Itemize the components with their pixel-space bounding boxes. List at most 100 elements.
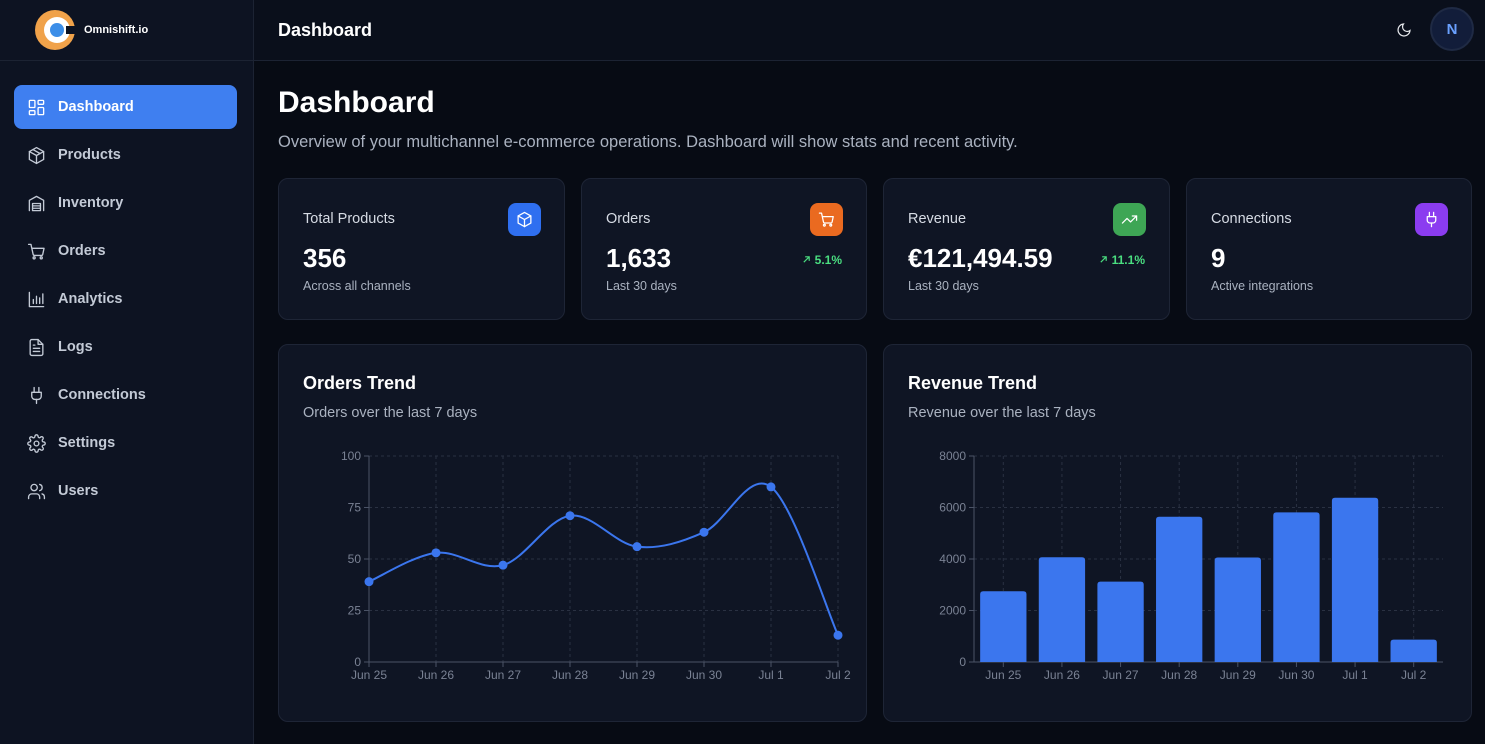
sidebar-item-users[interactable]: Users xyxy=(14,469,237,513)
sidebar-item-label: Products xyxy=(58,147,121,163)
x-tick-label: Jul 2 xyxy=(825,668,851,682)
page-title: Dashboard xyxy=(278,86,435,119)
x-tick-label: Jun 27 xyxy=(485,668,521,682)
sidebar-item-label: Orders xyxy=(58,243,106,259)
top-bar: Dashboard N xyxy=(254,0,1485,61)
y-tick-label: 75 xyxy=(348,501,362,515)
y-tick-label: 0 xyxy=(959,655,966,669)
theme-toggle-button[interactable] xyxy=(1394,20,1414,40)
revenue-bar xyxy=(980,591,1027,662)
x-tick-label: Jun 30 xyxy=(686,668,722,682)
orders-trend-chart: 0 25 50 75 100 Jun 25 Jun 26 Jun 27 Jun 28 Jun 29… xyxy=(341,449,851,682)
y-tick-label: 6000 xyxy=(939,501,966,515)
stat-label: Connections xyxy=(1211,211,1292,227)
x-tick-label: Jun 29 xyxy=(1220,668,1256,682)
data-point xyxy=(364,577,374,587)
sidebar: Omnishift.io Dashboard Products Inventor… xyxy=(0,0,254,744)
sidebar-item-label: Connections xyxy=(58,387,146,403)
stat-card-orders: Orders 1,633 5.1% Last 30 days xyxy=(581,178,867,320)
stat-card-revenue: Revenue €121,494.59 11.1% Last 30 days xyxy=(883,178,1170,320)
sidebar-item-inventory[interactable]: Inventory xyxy=(14,181,237,225)
trending-up-icon xyxy=(1113,203,1146,236)
y-tick-label: 50 xyxy=(348,552,362,566)
data-point xyxy=(565,511,575,521)
revenue-bar xyxy=(1390,639,1437,662)
shopping-cart-icon xyxy=(810,203,843,236)
chart-subtitle: Revenue over the last 7 days xyxy=(908,405,1096,421)
revenue-bar xyxy=(1038,557,1086,662)
sidebar-item-label: Users xyxy=(58,483,99,499)
chart-subtitle: Orders over the last 7 days xyxy=(303,405,478,421)
revenue-bar xyxy=(1214,557,1261,662)
header-title: Dashboard xyxy=(278,19,373,40)
revenue-bar xyxy=(1156,516,1203,662)
arrow-up-right-icon xyxy=(803,256,810,263)
sidebar-item-orders[interactable]: Orders xyxy=(14,229,237,273)
stat-value: 9 xyxy=(1211,243,1226,273)
stat-note: Last 30 days xyxy=(908,279,979,293)
sidebar-item-settings[interactable]: Settings xyxy=(14,421,237,465)
dashboard-grid-icon xyxy=(26,97,46,117)
package-box-icon xyxy=(26,145,46,165)
shopping-cart-icon xyxy=(26,241,46,261)
stat-label: Orders xyxy=(606,211,651,227)
gear-icon xyxy=(26,433,46,453)
y-tick-label: 0 xyxy=(354,655,361,669)
y-tick-label: 4000 xyxy=(939,552,966,566)
stat-trend: 11.1% xyxy=(1099,253,1145,267)
stat-card-total-products: Total Products 356 Across all channels xyxy=(278,178,565,320)
sidebar-item-products[interactable]: Products xyxy=(14,133,237,177)
stat-note: Across all channels xyxy=(303,279,411,293)
data-point xyxy=(431,548,441,558)
x-tick-label: Jul 1 xyxy=(758,668,784,682)
data-point xyxy=(498,560,508,570)
warehouse-icon xyxy=(26,193,46,213)
users-icon xyxy=(26,481,46,501)
data-point xyxy=(766,482,776,492)
plug-icon xyxy=(26,385,46,405)
x-tick-label: Jun 30 xyxy=(1278,668,1314,682)
bar-chart-icon xyxy=(26,289,46,309)
data-point xyxy=(833,630,843,640)
x-tick-label: Jun 27 xyxy=(1103,668,1139,682)
sidebar-item-label: Analytics xyxy=(58,291,123,307)
sidebar-item-connections[interactable]: Connections xyxy=(14,373,237,417)
brand[interactable]: Omnishift.io xyxy=(0,0,253,61)
sidebar-item-label: Logs xyxy=(58,339,93,355)
x-tick-label: Jul 2 xyxy=(1401,668,1427,682)
x-tick-label: Jun 26 xyxy=(418,668,454,682)
sidebar-item-dashboard[interactable]: Dashboard xyxy=(14,85,237,129)
sidebar-item-label: Inventory xyxy=(58,195,124,211)
chart-title: Revenue Trend xyxy=(908,373,1038,393)
y-tick-label: 2000 xyxy=(939,604,966,618)
sidebar-item-logs[interactable]: Logs xyxy=(14,325,237,369)
plug-icon xyxy=(1415,203,1448,236)
page-subtitle: Overview of your multichannel e-commerce… xyxy=(278,133,1018,151)
stat-trend-value: 11.1% xyxy=(1111,253,1145,267)
data-point xyxy=(632,542,642,552)
file-text-icon xyxy=(26,337,46,357)
revenue-bar xyxy=(1331,497,1379,662)
y-tick-label: 8000 xyxy=(939,449,966,463)
x-tick-label: Jun 25 xyxy=(351,668,387,682)
user-avatar-button[interactable]: N xyxy=(1430,7,1474,51)
stat-value: 1,633 xyxy=(606,243,672,273)
brand-name: Omnishift.io xyxy=(84,24,149,36)
stat-card-connections: Connections 9 Active integrations xyxy=(1186,178,1472,320)
revenue-bar xyxy=(1097,581,1144,662)
sidebar-item-analytics[interactable]: Analytics xyxy=(14,277,237,321)
x-tick-label: Jun 29 xyxy=(619,668,655,682)
data-point xyxy=(699,527,709,537)
x-tick-label: Jun 28 xyxy=(552,668,588,682)
stat-trend: 5.1% xyxy=(802,253,842,267)
y-tick-label: 25 xyxy=(348,604,362,618)
x-tick-label: Jun 25 xyxy=(985,668,1021,682)
stat-label: Revenue xyxy=(908,211,967,227)
moon-icon xyxy=(1397,23,1411,37)
x-tick-label: Jun 26 xyxy=(1044,668,1080,682)
sidebar-item-label: Settings xyxy=(58,435,116,451)
stat-note: Active integrations xyxy=(1211,279,1314,293)
orders-trend-card: Orders Trend Orders over the last 7 days… xyxy=(278,344,867,722)
y-tick-label: 100 xyxy=(341,449,361,463)
chart-title: Orders Trend xyxy=(303,373,417,393)
